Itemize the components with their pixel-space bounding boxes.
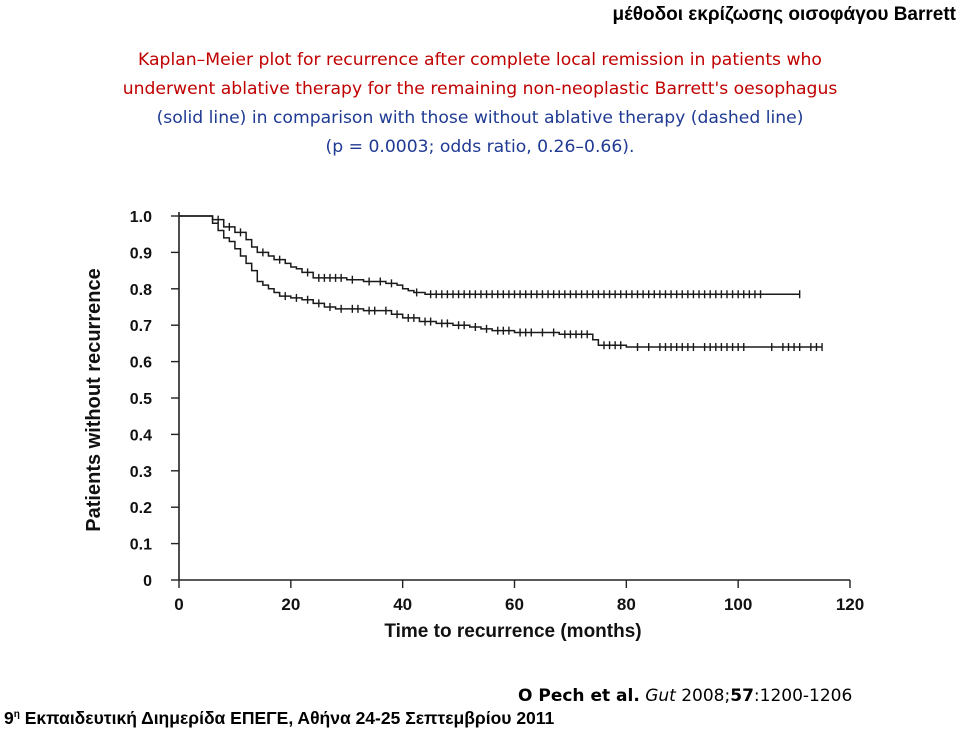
- citation-year: 2008;: [681, 686, 731, 706]
- y-tick-label: 0.9: [130, 245, 152, 262]
- y-tick-label: 0.6: [130, 355, 152, 372]
- x-tick-label: 0: [174, 595, 183, 614]
- x-tick-label: 100: [724, 595, 752, 614]
- slide-topic-header: μέθοδοι εκρίζωσης οισοφάγου Barrett: [612, 4, 956, 25]
- y-axis-label: Patients without recurrence: [83, 268, 105, 531]
- solid-survival-line: [179, 215, 800, 296]
- chart-series-layer: [179, 215, 823, 352]
- y-tick-label: 1.0: [130, 209, 152, 226]
- y-tick-label: 0.8: [130, 282, 152, 299]
- y-tick-label: 0.3: [130, 464, 152, 481]
- caption-line: (p = 0.0003; odds ratio, 0.26–0.66).: [325, 137, 635, 157]
- x-tick-label: 80: [617, 595, 636, 614]
- y-tick-label: 0.2: [130, 500, 152, 517]
- x-tick-label: 60: [505, 595, 524, 614]
- x-tick-label: 120: [836, 595, 864, 614]
- caption-line: underwent ablative therapy for the remai…: [122, 79, 838, 99]
- x-tick-label: 20: [281, 595, 300, 614]
- figure-caption: Kaplan–Meier plot for recurrence after c…: [40, 46, 920, 162]
- dashed-survival-line: [179, 215, 823, 348]
- y-tick-label: 0.1: [130, 537, 152, 554]
- citation-journal: Gut: [645, 686, 676, 706]
- chart-labels: Patients without recurrence Time to recu…: [83, 268, 642, 642]
- caption-line: Kaplan–Meier plot for recurrence after c…: [138, 50, 822, 70]
- y-tick-label: 0.7: [130, 318, 152, 335]
- footer-ordinal-suffix: η: [13, 709, 20, 721]
- footer-ordinal: 9: [4, 708, 14, 728]
- y-tick-label: 0: [143, 573, 152, 590]
- citation-pages: :1200-1206: [753, 686, 853, 706]
- x-tick-label: 40: [393, 595, 412, 614]
- chart-axes: 0 0.1 0.2 0.3 0.4 0.5 0.6 0.7 0.8 0.9 1.0 0 20 40 60 80…: [130, 209, 864, 614]
- citation: O Pech et al. Gut 2008;57:1200-1206: [518, 686, 852, 706]
- y-tick-label: 0.4: [130, 427, 152, 444]
- event-footer: 9η Εκπαιδευτική Διημερίδα ΕΠΕΓΕ, Αθήνα 2…: [4, 708, 554, 729]
- citation-volume: 57: [730, 686, 754, 706]
- x-axis-label: Time to recurrence (months): [384, 621, 641, 642]
- citation-authors: O Pech et al.: [518, 686, 640, 706]
- footer-text: Εκπαιδευτική Διημερίδα ΕΠΕΓΕ, Αθήνα 24-2…: [24, 708, 555, 728]
- y-tick-label: 0.5: [130, 391, 152, 408]
- caption-line: (solid line) in comparison with those wi…: [156, 108, 804, 128]
